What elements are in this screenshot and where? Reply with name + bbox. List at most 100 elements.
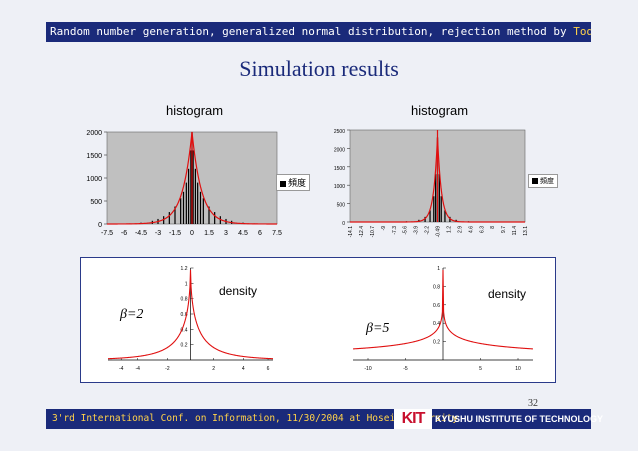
x-tick-label: 2	[212, 366, 215, 372]
histogram-bar	[197, 182, 199, 224]
y-tick-label: 0.4	[433, 321, 440, 327]
x-tick-label: 6	[258, 230, 262, 237]
y-tick-label: 2000	[334, 147, 345, 153]
histogram-bar	[202, 198, 204, 224]
x-tick-label: 8	[490, 226, 496, 229]
x-tick-label: -3.9	[414, 226, 420, 235]
y-tick-label: 0.2	[181, 343, 188, 349]
histogram-bar	[180, 198, 182, 224]
histogram-bar	[163, 216, 165, 224]
histogram-bar	[192, 150, 194, 224]
y-tick-label: 2500	[334, 129, 345, 135]
x-tick-label: -7.3	[392, 226, 398, 235]
density-1-label: density	[219, 284, 258, 298]
histogram-bar	[438, 174, 440, 222]
density-curve	[107, 269, 274, 360]
legend-swatch	[280, 180, 286, 187]
x-tick-label: 10	[515, 366, 521, 372]
histogram-bar	[182, 191, 185, 224]
kit-logo-letters: KIT	[401, 410, 426, 427]
x-tick-label: 6	[267, 366, 270, 372]
x-tick-label: 3	[224, 230, 228, 237]
y-tick-label: 0.4	[181, 327, 188, 333]
x-tick-label: 4	[242, 366, 245, 372]
x-tick-label: -10.7	[370, 226, 376, 238]
histogram-1-title: histogram	[166, 103, 224, 118]
histogram-bar	[449, 216, 451, 222]
header-authors: Todoroki & Hirose*	[573, 25, 591, 38]
x-tick-label: 0	[190, 230, 194, 237]
header-text: Random number generation, generalized no…	[50, 25, 547, 38]
x-tick-label: -4.5	[135, 230, 147, 237]
y-tick-label: 2000	[86, 130, 102, 137]
histogram-bar	[435, 174, 437, 222]
x-tick-label: -7.5	[101, 230, 113, 237]
x-tick-label: 6.3	[479, 226, 485, 233]
x-tick-label: 1.5	[204, 230, 214, 237]
footer-bar	[46, 409, 591, 429]
y-tick-label: 0.6	[181, 312, 188, 318]
x-tick-label: -0.49	[436, 226, 442, 238]
histogram-bar	[208, 206, 210, 224]
histogram-bar	[444, 210, 446, 222]
legend-swatch	[532, 178, 538, 185]
histogram-bar	[199, 191, 202, 224]
x-tick-label: -9	[381, 226, 387, 231]
x-tick-label: -4	[135, 366, 140, 372]
header-by: by	[546, 25, 574, 38]
histogram-bar	[424, 216, 426, 222]
y-tick-label: 0.8	[181, 297, 188, 303]
histogram-bar	[214, 212, 216, 224]
histogram-2-legend: 頻度	[528, 174, 558, 188]
density-curve	[352, 269, 534, 350]
y-tick-label: 0.8	[433, 284, 440, 290]
histogram-bar	[433, 196, 435, 222]
x-tick-label: 13.1	[523, 226, 528, 236]
y-tick-label: 0.6	[433, 303, 440, 309]
kit-logo-text: KYUSHU INSTITUTE OF TECHNOLOGY	[435, 414, 604, 424]
y-tick-label: 1.2	[181, 266, 188, 272]
histogram-2: 0 500 1000 1500 2000 2500 -14.1 -12.4 -10.7 -9 -7.…	[334, 129, 528, 238]
histogram-bar	[194, 168, 197, 224]
histogram-bar	[429, 210, 431, 222]
histogram-bar	[187, 168, 190, 224]
y-tick-label: 1	[185, 281, 188, 287]
x-tick-label: 4.5	[238, 230, 248, 237]
x-tick-label: -5	[403, 366, 408, 372]
histogram-1: 0 500 1000 1500 2000 -7.5 -6 -4.5 -3 -1.5 0 1.5 3 4.5…	[86, 130, 282, 237]
histogram-2-legend-label: 頻度	[540, 178, 554, 185]
x-tick-label: 1.2	[446, 226, 452, 233]
y-tick-label: 1500	[86, 153, 102, 160]
x-tick-label: -10	[364, 366, 371, 372]
y-tick-label: 1500	[334, 166, 345, 172]
y-tick-label: 1	[437, 266, 440, 272]
y-tick-label: 0	[98, 222, 102, 229]
beta-5-annotation: β=5	[366, 321, 390, 336]
beta-2-annotation: β=2	[120, 307, 144, 322]
kit-logo: KIT	[394, 409, 432, 429]
x-tick-label: -12.4	[359, 226, 365, 238]
slide-title: Simulation results	[239, 56, 399, 81]
y-tick-label: 0	[342, 221, 345, 227]
histogram-bar	[440, 196, 442, 222]
histogram-bar	[219, 216, 221, 224]
y-tick-label: 1000	[334, 184, 345, 190]
density-2-label: density	[488, 287, 527, 301]
conference-text: 3'rd International Conf. on Information,…	[52, 413, 459, 424]
x-tick-label: -3	[155, 230, 161, 237]
x-tick-label: -4	[119, 366, 124, 372]
x-tick-label: -14.1	[348, 226, 354, 238]
x-tick-label: 5	[479, 366, 482, 372]
density-plot-beta2: 0.2 0.4 0.6 0.8 1 1.2 -4 -4 -2 2 4 6	[107, 266, 274, 372]
histogram-bar	[174, 206, 176, 224]
x-tick-label: 9.7	[501, 226, 507, 233]
density-plot-beta5: 0.2 0.4 0.6 0.8 1 -10 -5 5 10	[352, 266, 534, 372]
slide-number: 32	[528, 398, 538, 409]
x-tick-label: 7.5	[272, 230, 282, 237]
x-tick-label: -2	[165, 366, 170, 372]
histogram-2-title: histogram	[411, 103, 469, 118]
x-tick-label: 11.4	[512, 226, 518, 236]
y-tick-label: 500	[90, 199, 102, 206]
histogram-bar	[190, 150, 192, 224]
